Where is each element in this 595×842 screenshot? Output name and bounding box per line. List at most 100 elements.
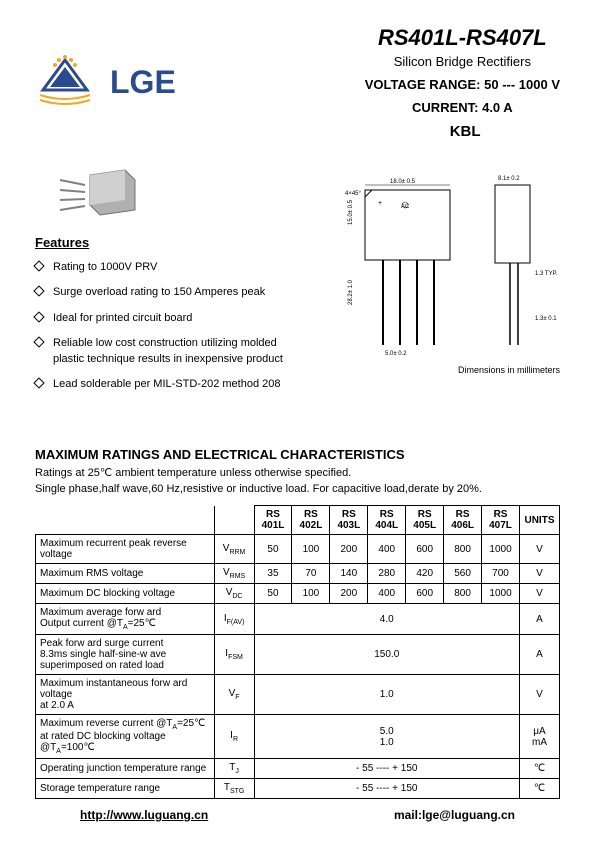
header: LGE RS401L-RS407L Silicon Bridge Rectifi… <box>0 0 595 150</box>
footer-mail: mail:lge@luguang.cn <box>394 808 515 822</box>
value-cell: 50 <box>254 584 292 604</box>
symbol-cell: TJ <box>214 759 254 779</box>
table-header-row: RS401L RS402L RS403L RS404L RS405L RS406… <box>36 506 560 535</box>
param-label: Operating junction temperature range <box>36 759 215 779</box>
value-cell: 600 <box>406 584 444 604</box>
value-span-cell: 150.0 <box>254 635 519 675</box>
value-cell: 280 <box>368 564 406 584</box>
table-row: Maximum DC blocking voltageVDC5010020040… <box>36 584 560 604</box>
table-row: Maximum instantaneous forw ard voltageat… <box>36 675 560 715</box>
symbol-cell: TSTG <box>214 779 254 799</box>
diamond-icon <box>33 286 44 297</box>
angle-label: 4×45° <box>345 191 362 197</box>
brand-text: LGE <box>110 64 176 101</box>
value-cell: 50 <box>254 535 292 564</box>
pitch-label: 5.0± 0.2 <box>385 351 407 355</box>
feature-text: Reliable low cost construction utilizing… <box>53 336 285 367</box>
diamond-icon <box>33 377 44 388</box>
logo-icon <box>35 55 105 110</box>
value-cell: 100 <box>292 584 330 604</box>
unit-cell: A <box>519 604 559 635</box>
value-span-cell: 5.01.0 <box>254 715 519 759</box>
ratings-title: MAXIMUM RATINGS AND ELECTRICAL CHARACTER… <box>35 447 560 462</box>
value-span-cell: - 55 ---- + 150 <box>254 759 519 779</box>
unit-cell: μAmA <box>519 715 559 759</box>
table-row: Maximum average forw ardOutput current @… <box>36 604 560 635</box>
unit-cell: V <box>519 535 559 564</box>
value-span-cell: - 55 ---- + 150 <box>254 779 519 799</box>
logo-area: LGE <box>35 25 176 140</box>
ratings-section: MAXIMUM RATINGS AND ELECTRICAL CHARACTER… <box>0 437 595 809</box>
unit-cell: ℃ <box>519 759 559 779</box>
table-row: Operating junction temperature rangeTJ- … <box>36 759 560 779</box>
value-cell: 800 <box>444 535 482 564</box>
features-list: Rating to 1000V PRV Surge overload rating… <box>35 260 285 392</box>
svg-text:+: + <box>378 200 382 207</box>
unit-cell: V <box>519 584 559 604</box>
diamond-icon <box>33 311 44 322</box>
value-span-cell: 1.0 <box>254 675 519 715</box>
param-label: Maximum instantaneous forw ard voltageat… <box>36 675 215 715</box>
value-cell: 1000 <box>482 584 520 604</box>
feature-text: Rating to 1000V PRV <box>53 260 157 275</box>
diamond-icon <box>33 337 44 348</box>
package-label: KBL <box>365 123 560 140</box>
value-cell: 560 <box>444 564 482 584</box>
ratings-note1: Ratings at 25℃ ambient temperature unles… <box>35 466 560 479</box>
value-span-cell: 4.0 <box>254 604 519 635</box>
diamond-icon <box>33 260 44 271</box>
symbol-cell: IF(AV) <box>214 604 254 635</box>
value-cell: 700 <box>482 564 520 584</box>
symbol-cell: IR <box>214 715 254 759</box>
product-name: RS401L-RS407L <box>365 25 560 51</box>
table-row: Maximum RMS voltageVRMS35701402804205607… <box>36 564 560 584</box>
title-area: RS401L-RS407L Silicon Bridge Rectifiers … <box>365 25 560 140</box>
feature-item: Rating to 1000V PRV <box>35 260 285 275</box>
table-row: Maximum recurrent peak reverse voltageVR… <box>36 535 560 564</box>
footer-url[interactable]: http://www.luguang.cn <box>80 808 208 822</box>
value-cell: 400 <box>368 535 406 564</box>
feature-item: Surge overload rating to 150 Amperes pea… <box>35 285 285 300</box>
value-cell: 800 <box>444 584 482 604</box>
value-cell: 35 <box>254 564 292 584</box>
table-row: Peak forw ard surge current8.3ms single … <box>36 635 560 675</box>
table-row: Storage temperature rangeTSTG- 55 ---- +… <box>36 779 560 799</box>
param-label: Maximum reverse current @TA=25℃at rated … <box>36 715 215 759</box>
feature-text: Lead solderable per MIL-STD-202 method 2… <box>53 377 280 392</box>
param-label: Maximum average forw ardOutput current @… <box>36 604 215 635</box>
feature-item: Reliable low cost construction utilizing… <box>35 336 285 367</box>
footer: http://www.luguang.cn mail:lge@luguang.c… <box>0 808 595 822</box>
param-label: Storage temperature range <box>36 779 215 799</box>
symbol-cell: VRRM <box>214 535 254 564</box>
value-cell: 100 <box>292 535 330 564</box>
w1-label: 18.0± 0.5 <box>390 179 416 185</box>
param-label: Maximum recurrent peak reverse voltage <box>36 535 215 564</box>
value-cell: 200 <box>330 535 368 564</box>
ratings-note2: Single phase,half wave,60 Hz,resistive o… <box>35 483 560 495</box>
value-cell: 420 <box>406 564 444 584</box>
symbol-cell: VDC <box>214 584 254 604</box>
features-section: Features Rating to 1000V PRVSurge overlo… <box>0 230 320 407</box>
feature-item: Ideal for printed circuit board <box>35 311 285 326</box>
feature-item: Lead solderable per MIL-STD-202 method 2… <box>35 377 285 392</box>
h2-label: 28.2± 1.0 <box>348 279 354 305</box>
unit-cell: V <box>519 675 559 715</box>
w2-label: 8.1± 0.2 <box>498 176 520 182</box>
lead-typ: 1.3 TYP. <box>535 271 558 277</box>
param-label: Maximum RMS voltage <box>36 564 215 584</box>
unit-cell: ℃ <box>519 779 559 799</box>
value-cell: 600 <box>406 535 444 564</box>
value-cell: 1000 <box>482 535 520 564</box>
value-cell: 140 <box>330 564 368 584</box>
symbol-cell: IFSM <box>214 635 254 675</box>
dimension-note: Dimensions in millimeters <box>340 365 560 375</box>
current-spec: CURRENT: 4.0 A <box>365 100 560 115</box>
svg-text:AC: AC <box>401 204 410 210</box>
unit-cell: V <box>519 564 559 584</box>
value-cell: 200 <box>330 584 368 604</box>
value-cell: 400 <box>368 584 406 604</box>
package-diagram: 4×45° 18.0± 0.5 15.0± 0.5 28.2± 1.0 5.0±… <box>340 165 560 365</box>
product-subtitle: Silicon Bridge Rectifiers <box>365 54 560 69</box>
component-image <box>55 160 145 230</box>
feature-text: Ideal for printed circuit board <box>53 311 192 326</box>
